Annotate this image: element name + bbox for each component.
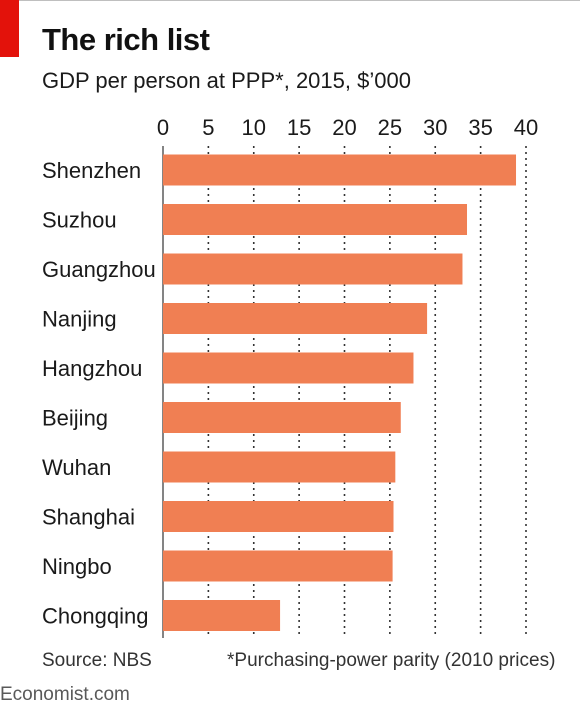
chart-subtitle: GDP per person at PPP*, 2015, $’000 bbox=[42, 68, 411, 93]
bar bbox=[163, 352, 414, 384]
category-label: Wuhan bbox=[42, 455, 111, 480]
x-tick-label: 15 bbox=[287, 115, 311, 140]
category-label: Ningbo bbox=[42, 554, 112, 579]
top-rule bbox=[0, 0, 580, 1]
x-tick-label: 30 bbox=[423, 115, 447, 140]
bar bbox=[163, 204, 468, 235]
x-tick-label: 40 bbox=[514, 115, 538, 140]
bar bbox=[163, 501, 394, 532]
x-tick-label: 35 bbox=[468, 115, 492, 140]
category-label: Shenzhen bbox=[42, 158, 141, 183]
category-label: Hangzhou bbox=[42, 356, 142, 381]
category-label: Chongqing bbox=[42, 604, 148, 629]
category-label: Guangzhou bbox=[42, 257, 156, 282]
bar bbox=[163, 154, 517, 186]
bar bbox=[163, 303, 428, 334]
x-tick-label: 0 bbox=[157, 115, 169, 140]
economist-logo-text: Economist.com bbox=[0, 684, 130, 705]
bar bbox=[163, 550, 393, 582]
category-label: Nanjing bbox=[42, 307, 117, 332]
footnote: *Purchasing-power parity (2010 prices) bbox=[227, 650, 556, 671]
category-label: Shanghai bbox=[42, 505, 135, 530]
category-label: Beijing bbox=[42, 406, 108, 431]
x-tick-label: 25 bbox=[378, 115, 402, 140]
category-label: Suzhou bbox=[42, 208, 117, 233]
chart-title: The rich list bbox=[42, 22, 210, 57]
x-tick-label: 20 bbox=[332, 115, 356, 140]
x-tick-label: 10 bbox=[242, 115, 266, 140]
bar bbox=[163, 253, 463, 285]
x-tick-label: 5 bbox=[202, 115, 214, 140]
bar bbox=[163, 451, 396, 483]
source-note: Source: NBS bbox=[42, 650, 152, 671]
brand-red-tab bbox=[0, 0, 19, 57]
bar bbox=[163, 600, 281, 631]
bar bbox=[163, 402, 401, 433]
